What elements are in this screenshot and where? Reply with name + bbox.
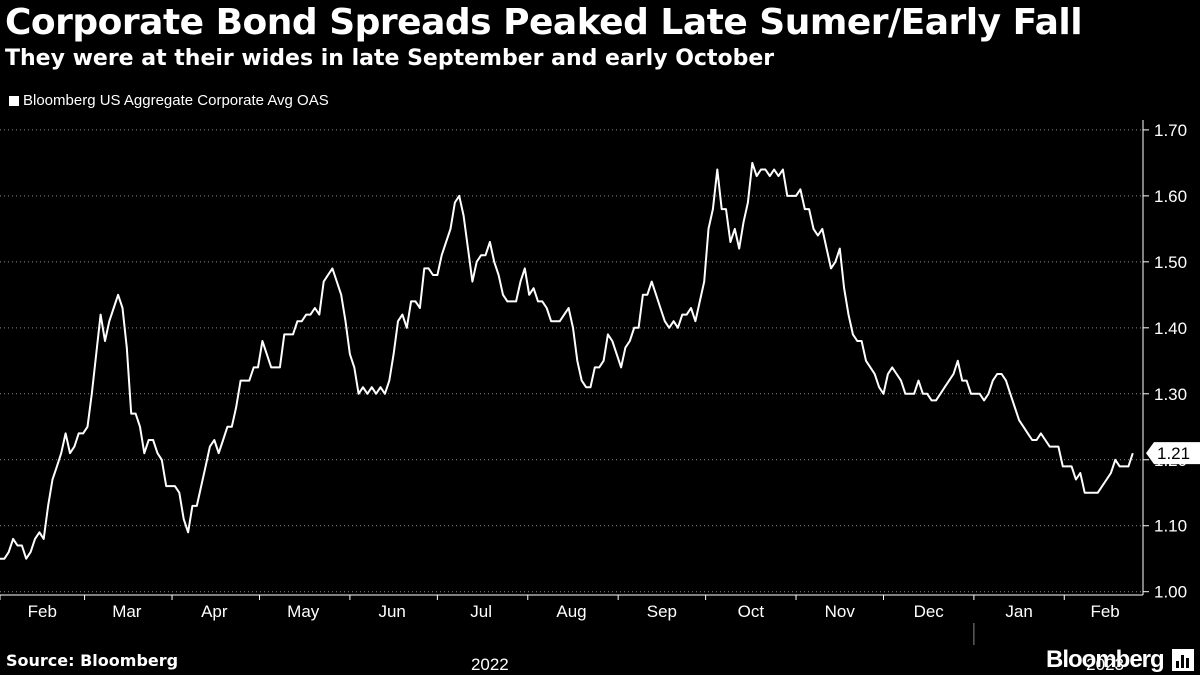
last-value-tag — [1146, 442, 1200, 465]
x-tick-label: Apr — [201, 602, 228, 621]
legend-label: Bloomberg US Aggregate Corporate Avg OAS — [23, 92, 329, 109]
year-label: 2022 — [471, 655, 509, 674]
x-tick-label: Jul — [470, 602, 492, 621]
y-tick-label: 1.30 — [1154, 385, 1187, 404]
legend: Bloomberg US Aggregate Corporate Avg OAS — [9, 92, 329, 109]
x-tick-label: Jan — [1005, 602, 1032, 621]
y-tick-label: 1.00 — [1154, 583, 1187, 602]
x-tick-label: Nov — [825, 602, 856, 621]
brand-name: Bloomberg — [1046, 646, 1165, 673]
y-tick-label: 1.60 — [1154, 187, 1187, 206]
x-tick-label: May — [287, 602, 320, 621]
y-tick-label: 1.70 — [1154, 121, 1187, 140]
y-tick-label: 1.10 — [1154, 517, 1187, 536]
y-tick-label: 1.40 — [1154, 319, 1187, 338]
last-value-label: 1.21 — [1157, 444, 1190, 463]
x-tick-label: Sep — [647, 602, 677, 621]
bloomberg-terminal-icon — [1171, 649, 1194, 671]
x-tick-label: Feb — [28, 602, 57, 621]
x-tick-label: Aug — [556, 602, 586, 621]
chart-subtitle: They were at their wides in late Septemb… — [5, 46, 775, 71]
chart-title: Corporate Bond Spreads Peaked Late Sumer… — [5, 2, 1083, 43]
bloomberg-logo: Bloomberg — [1046, 646, 1194, 674]
x-tick-label: Mar — [112, 602, 142, 621]
source-note: Source: Bloomberg — [6, 651, 179, 670]
y-tick-label: 1.50 — [1154, 253, 1187, 272]
legend-swatch — [9, 95, 19, 106]
x-tick-label: Jun — [378, 602, 405, 621]
x-tick-label: Feb — [1090, 602, 1119, 621]
series-line-0 — [0, 161, 1134, 560]
x-tick-label: Oct — [738, 602, 765, 621]
year-label: 2023 — [1086, 655, 1124, 674]
x-tick-label: Dec — [914, 602, 945, 621]
